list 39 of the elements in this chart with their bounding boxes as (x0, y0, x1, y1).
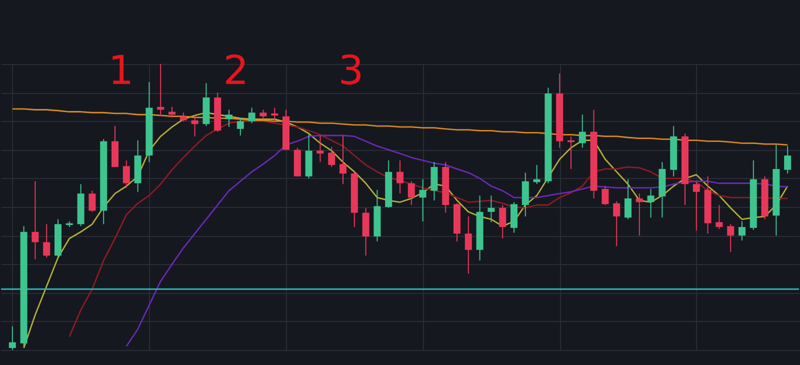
candlestick (602, 186, 609, 206)
annotation: 2 (223, 48, 249, 94)
candlestick (88, 190, 96, 212)
candlestick (613, 200, 620, 247)
candlestick (340, 135, 346, 185)
candlestick (716, 204, 723, 230)
candlestick (738, 220, 746, 241)
candlestick (8, 326, 16, 350)
candlestick (362, 207, 370, 256)
candlestick (499, 204, 506, 239)
candlestick (430, 162, 438, 201)
candlestick (157, 64, 164, 117)
candlestick (647, 188, 654, 218)
candlestick (43, 224, 50, 258)
candlestick (636, 193, 643, 236)
candlestick (236, 116, 244, 136)
candlestick (122, 160, 130, 188)
candlestick (419, 178, 426, 222)
candlestick (624, 178, 632, 220)
candlestick (226, 109, 232, 128)
candlestick (578, 114, 586, 148)
candlestick (260, 109, 267, 120)
candlestick (396, 160, 404, 194)
candlestick (692, 182, 700, 232)
candlestick (488, 195, 495, 223)
candlestick (32, 180, 39, 260)
candlestick (271, 107, 278, 120)
candlestick (316, 135, 324, 163)
candlestick (248, 107, 256, 124)
candlestick (784, 146, 792, 174)
candlestick (464, 216, 472, 274)
annotation: 3 (338, 48, 364, 94)
candlestick (727, 224, 734, 252)
candlestick (510, 202, 518, 234)
candlestick (522, 172, 529, 217)
candlestick (328, 146, 336, 168)
candlestick (191, 116, 198, 137)
candlestick (408, 180, 415, 206)
annotation: 1 (108, 48, 134, 94)
